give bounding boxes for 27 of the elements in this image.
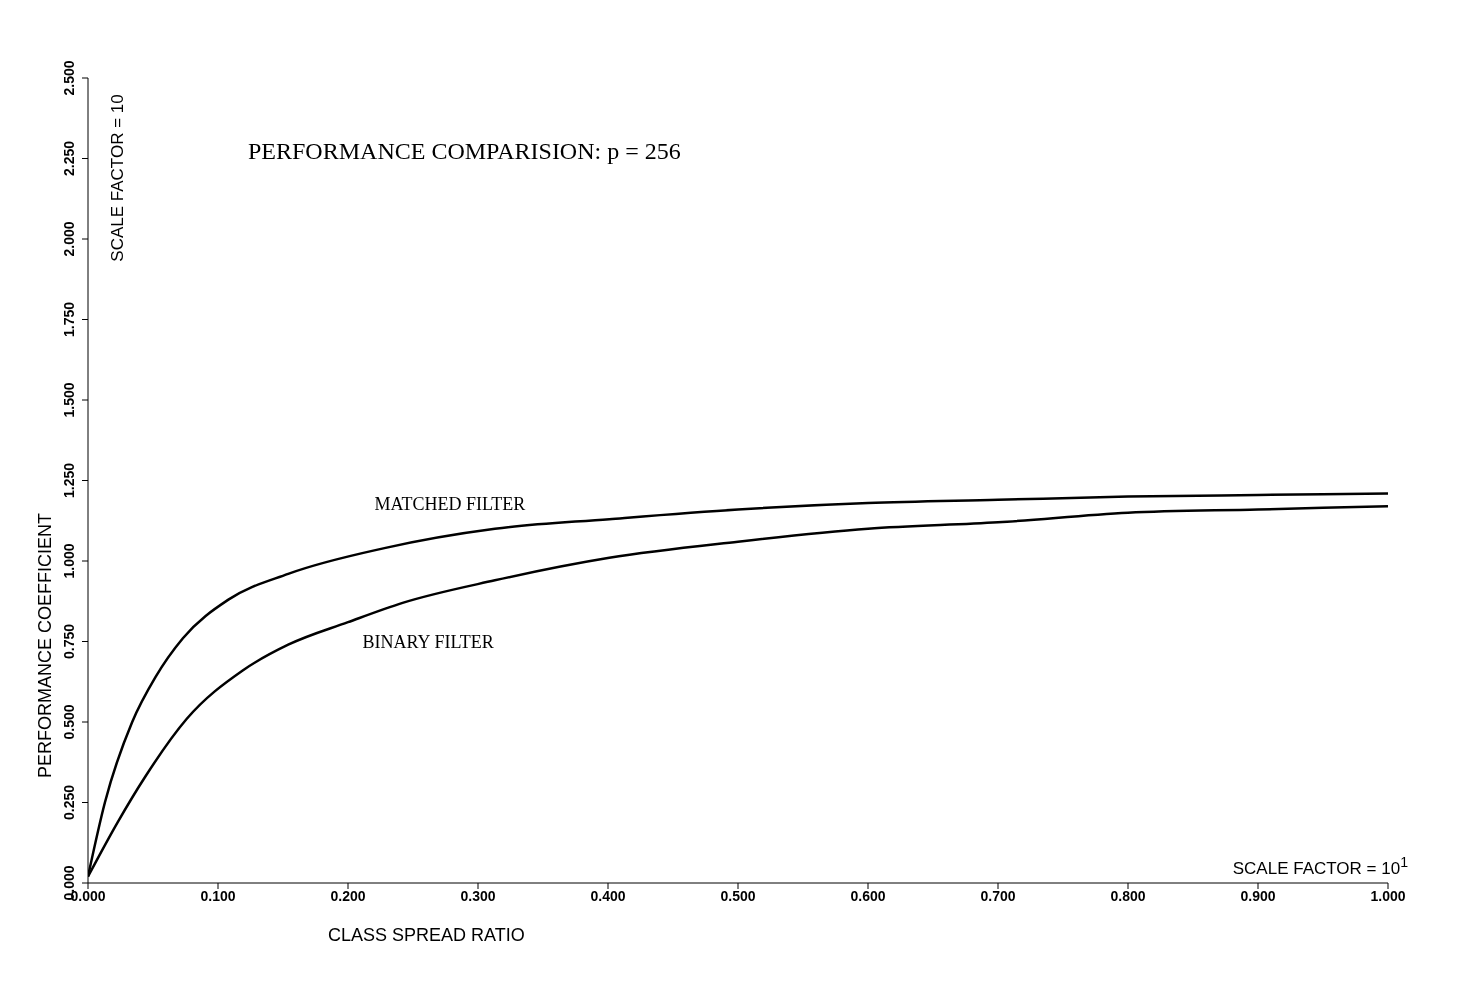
- y-tick-label: 0.250: [61, 784, 77, 821]
- x-tick-label: 0.900: [1240, 887, 1276, 904]
- x-tick-label: 0.300: [460, 887, 496, 904]
- y-tick-label: 1.000: [61, 543, 77, 579]
- y-tick-label: 2.000: [61, 221, 77, 257]
- y-tick-label: 2.250: [61, 140, 77, 177]
- x-tick-label: 0.600: [850, 887, 886, 904]
- annotation: SCALE FACTOR = 10$^{1}$: [1232, 854, 1408, 879]
- text: PERFORMANCE COMPARISION: p = 256: [248, 138, 681, 165]
- x-tick-label: 0.700: [980, 887, 1016, 904]
- annotation: SCALE FACTOR = 10: [108, 94, 128, 262]
- x-tick-label: 0.200: [330, 887, 366, 904]
- x-tick-label: 0.400: [590, 887, 626, 904]
- y-tick-label: 1.500: [61, 382, 77, 418]
- x-tick-label: 0.100: [200, 887, 236, 904]
- y-tick-label: 1.250: [61, 462, 77, 499]
- x-tick-label: 0.500: [720, 887, 756, 904]
- series-label: BINARY FILTER: [362, 631, 494, 652]
- x-axis-title: CLASS SPREAD RATIO: [328, 925, 525, 945]
- x-tick-label: 1.000: [1370, 887, 1406, 904]
- x-tick-label: 0.800: [1110, 887, 1146, 904]
- y-tick-label: 2.500: [61, 60, 77, 96]
- y-tick-label: 0.750: [61, 623, 77, 660]
- y-tick-label: 1.750: [61, 301, 77, 338]
- series-label: MATCHED FILTER: [374, 494, 526, 515]
- y-tick-label: 0.500: [61, 704, 77, 740]
- y-axis-title: PERFORMANCE COEFFICIENT: [35, 512, 55, 778]
